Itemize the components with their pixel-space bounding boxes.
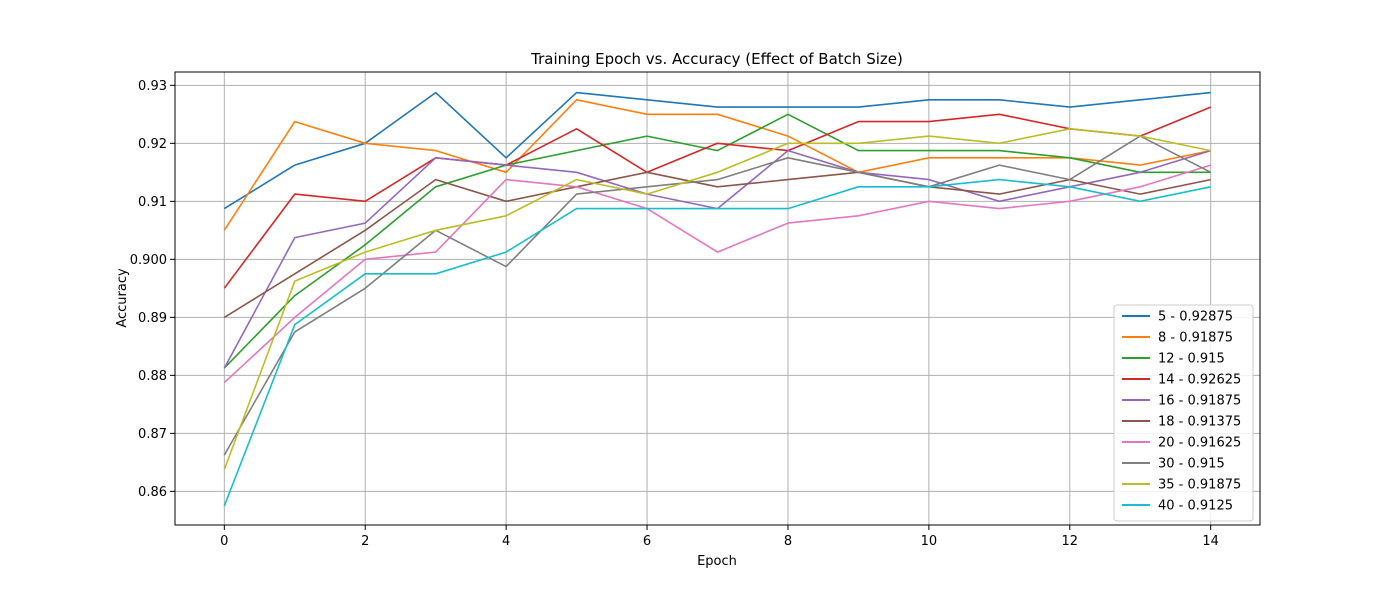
x-tick-label: 10 [921, 534, 938, 549]
grid-lines [175, 72, 1260, 525]
x-axis-label: Epoch [697, 554, 737, 569]
chart-title: Training Epoch vs. Accuracy (Effect of B… [530, 50, 903, 68]
series-line [223, 128, 1211, 470]
x-tick-label: 8 [784, 534, 792, 549]
series-line [223, 106, 1212, 289]
series-lines [223, 91, 1212, 507]
legend-label: 16 - 0.91875 [1158, 394, 1241, 409]
y-tick-label: 0.87 [138, 427, 167, 442]
series-line [223, 113, 1211, 369]
legend-label: 12 - 0.915 [1158, 352, 1225, 367]
y-axis-ticks: 0.86 0.87 0.88 0.89 0.900 0.91 0.92 0.93 [130, 79, 175, 500]
x-axis-ticks: 0 2 4 6 8 10 12 14 [220, 525, 1219, 549]
y-tick-label: 0.91 [138, 195, 167, 210]
legend-label: 35 - 0.91875 [1158, 478, 1241, 493]
y-tick-label: 0.89 [138, 311, 167, 326]
legend-label: 40 - 0.9125 [1158, 499, 1233, 514]
y-tick-label: 0.88 [138, 369, 167, 384]
legend-label: 14 - 0.92625 [1158, 373, 1241, 388]
y-axis-label: Accuracy [115, 268, 130, 328]
series-line [223, 171, 1211, 319]
legend-label: 5 - 0.92875 [1158, 310, 1233, 325]
series-line [223, 164, 1211, 384]
series-line [223, 91, 1211, 210]
y-tick-label: 0.86 [138, 485, 167, 500]
legend-label: 8 - 0.91875 [1158, 331, 1233, 346]
x-tick-label: 0 [220, 534, 228, 549]
x-tick-label: 14 [1202, 534, 1219, 549]
legend-label: 30 - 0.915 [1158, 457, 1225, 472]
x-tick-label: 2 [361, 534, 369, 549]
series-line [223, 178, 1211, 507]
y-tick-label: 0.93 [138, 79, 167, 94]
series-line [223, 99, 1211, 231]
legend-label: 18 - 0.91375 [1158, 415, 1241, 430]
legend-label: 20 - 0.91625 [1158, 436, 1241, 451]
y-tick-label: 0.92 [138, 137, 167, 152]
plot-frame [174, 71, 1261, 526]
y-tick-label: 0.900 [130, 253, 167, 268]
series-line [223, 135, 1212, 456]
legend: 5 - 0.92875 8 - 0.91875 12 - 0.915 14 - 0.9… [1113, 304, 1254, 522]
x-tick-label: 12 [1061, 534, 1078, 549]
x-tick-label: 6 [643, 534, 651, 549]
x-tick-label: 4 [502, 534, 510, 549]
